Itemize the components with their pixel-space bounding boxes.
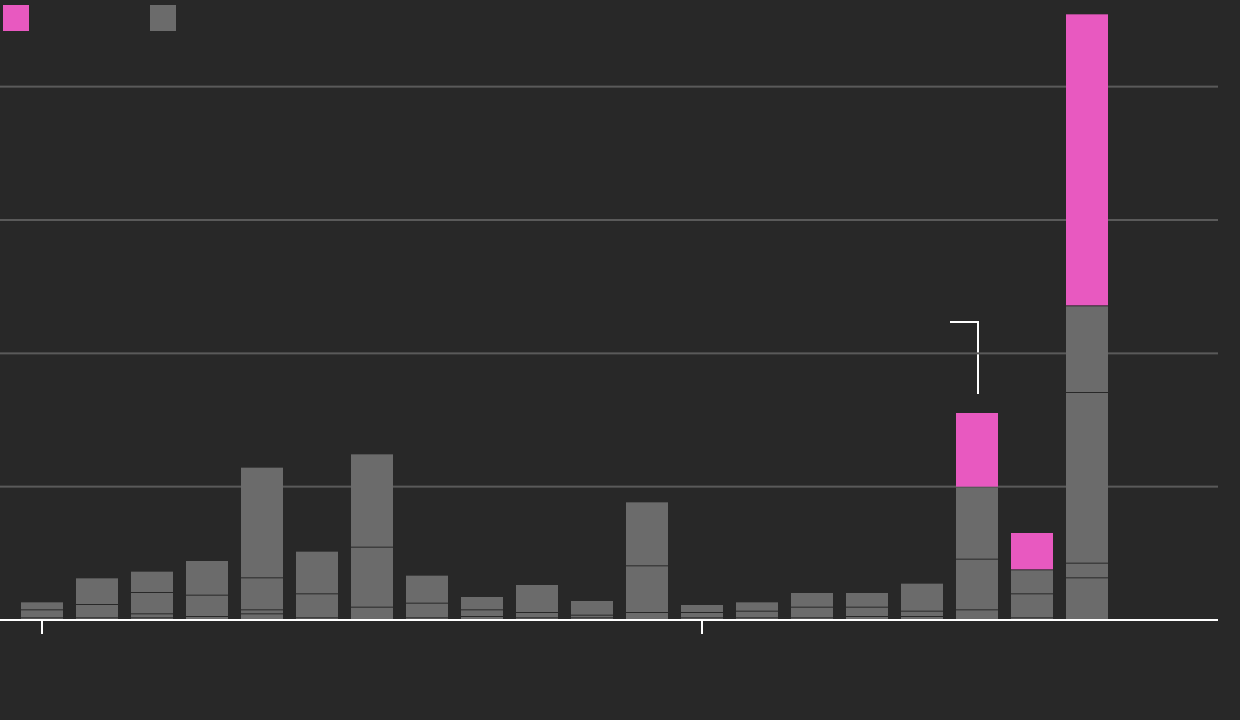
bar-segment: [131, 593, 173, 614]
bar-segment: [351, 607, 393, 620]
bar-segment: [406, 575, 448, 603]
bar-segment: [131, 614, 173, 618]
bar-segment: [626, 566, 668, 612]
bar-segment: [406, 603, 448, 618]
bar-segment: [736, 602, 778, 611]
bar-segment: [846, 593, 888, 607]
bar-segment: [571, 601, 613, 615]
bar-segment: [516, 585, 558, 612]
bar-segment: [846, 617, 888, 620]
bar-segment: [626, 613, 668, 620]
bar-segment: [956, 559, 998, 610]
bar-segment: [571, 615, 613, 618]
bar-segment: [956, 610, 998, 620]
bar-segment: [1066, 14, 1108, 306]
annotation-bracket: [950, 321, 979, 394]
bar-segment: [241, 610, 283, 614]
bar-segment: [901, 611, 943, 616]
bar-segment: [461, 617, 503, 620]
bar-segment: [516, 613, 558, 618]
bar-segment: [901, 583, 943, 611]
bar-segment: [1011, 570, 1053, 594]
bar-segment: [461, 610, 503, 616]
bar-segment: [681, 605, 723, 612]
bar-segment: [351, 547, 393, 607]
legend-swatch: [150, 5, 176, 31]
bar-segment: [186, 617, 228, 620]
legend-swatch: [3, 5, 29, 31]
bar-segment: [461, 597, 503, 610]
bar-segment: [736, 611, 778, 618]
bar-segment: [76, 605, 118, 618]
bar-segment: [21, 602, 63, 610]
bar-segment: [186, 561, 228, 595]
bar-segment: [1066, 393, 1108, 563]
bar-segment: [791, 593, 833, 607]
bar-segment: [76, 578, 118, 604]
bar-segment: [21, 610, 63, 618]
bar-segment: [1011, 533, 1053, 570]
bar-segment: [791, 607, 833, 618]
bar-segment: [241, 578, 283, 610]
bar-segment: [1066, 578, 1108, 620]
bar-segment: [186, 595, 228, 616]
bar-segment: [956, 413, 998, 487]
bar-segment: [626, 502, 668, 566]
bar-segment: [241, 614, 283, 620]
bar-segment: [351, 454, 393, 547]
bar-segment: [681, 613, 723, 618]
bar-segment: [241, 467, 283, 578]
bar-segment: [131, 571, 173, 592]
bar-segment: [846, 607, 888, 616]
bar-segment: [1011, 594, 1053, 618]
bar-segment: [956, 487, 998, 559]
bar-segment: [296, 594, 338, 618]
bar-segment: [901, 617, 943, 620]
bar-segment: [1066, 563, 1108, 578]
bar-segment: [1066, 306, 1108, 392]
bar-segment: [296, 551, 338, 594]
